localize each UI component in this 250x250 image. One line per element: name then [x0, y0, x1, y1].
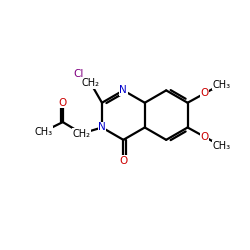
Text: CH₃: CH₃	[34, 127, 52, 137]
Text: N: N	[98, 122, 106, 132]
Text: CH₂: CH₂	[82, 78, 100, 88]
Text: CH₃: CH₃	[213, 141, 231, 151]
Text: CH₃: CH₃	[213, 80, 231, 90]
Text: CH₂: CH₂	[73, 128, 91, 138]
Text: Cl: Cl	[74, 69, 84, 79]
Text: O: O	[119, 156, 128, 166]
Text: O: O	[59, 98, 67, 108]
Text: O: O	[200, 88, 208, 99]
Text: O: O	[200, 132, 208, 142]
Text: N: N	[120, 86, 127, 96]
